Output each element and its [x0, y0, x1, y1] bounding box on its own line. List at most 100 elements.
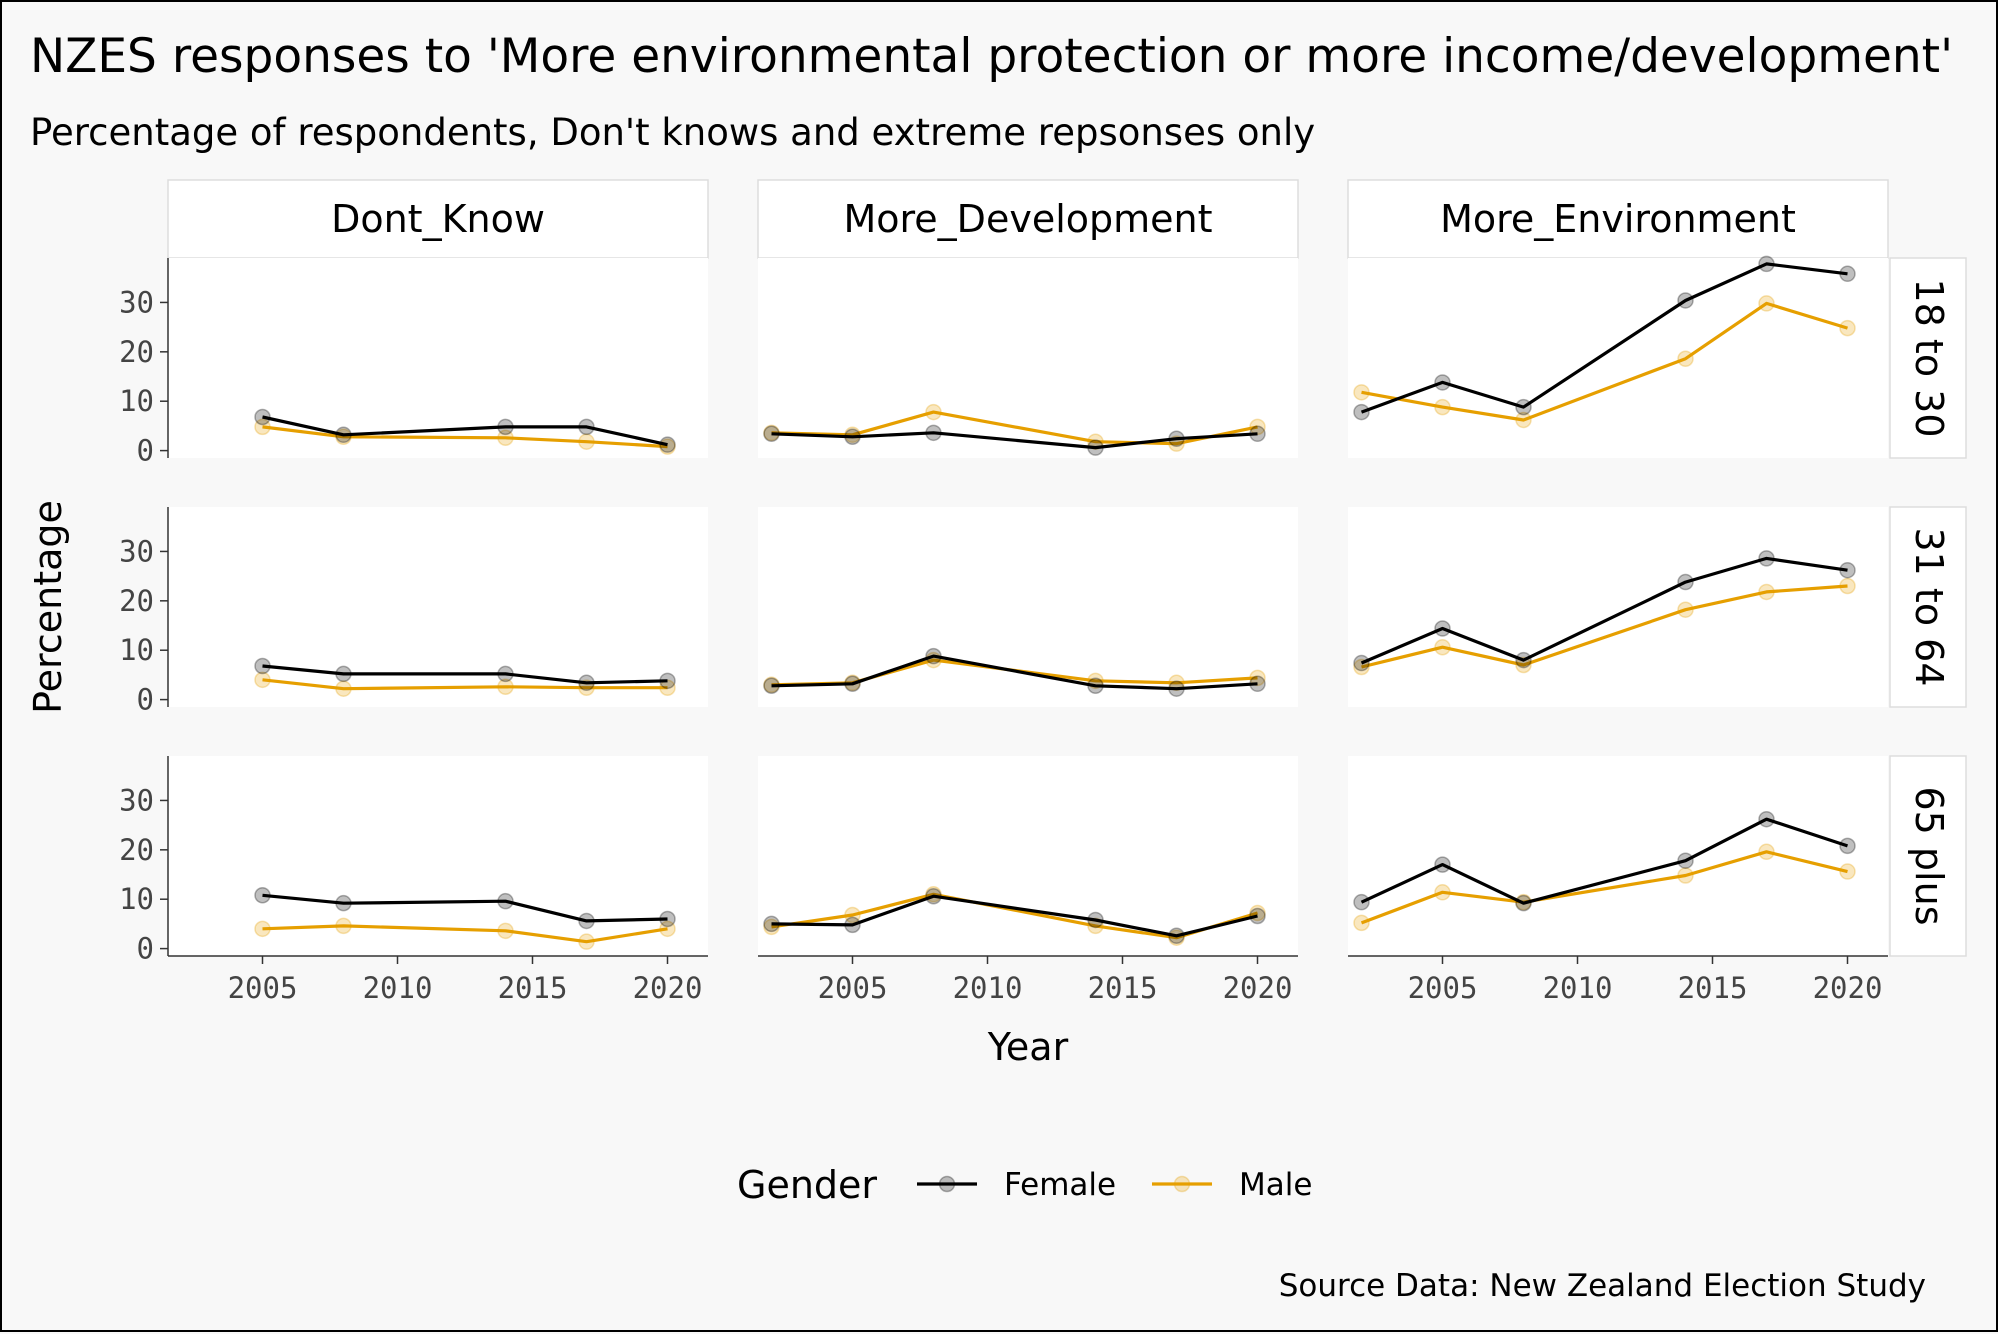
- facet-strip-column: [1347, 179, 1889, 259]
- data-point-male: [1677, 601, 1694, 618]
- legend-keys: Female Male: [917, 1167, 1312, 1203]
- data-point-female: [1677, 292, 1694, 309]
- data-point-female: [1168, 680, 1185, 697]
- data-point-male: [335, 680, 352, 697]
- data-point-female: [1515, 651, 1532, 669]
- data-point-male: [1353, 914, 1370, 932]
- legend-key-point-female: [938, 1175, 956, 1193]
- data-point-female: [844, 675, 861, 693]
- x-tick-label: 2005: [1408, 971, 1478, 1005]
- facet-strip-column: [167, 179, 709, 259]
- data-point-male: [497, 922, 514, 940]
- data-point-male: [254, 920, 271, 938]
- series-line-male: [262, 924, 668, 944]
- x-axis-label: Year: [987, 1025, 1069, 1069]
- y-tick-label: 10: [119, 882, 154, 916]
- legend: Gender Female Male: [737, 1163, 1312, 1207]
- data-point-female: [1353, 893, 1370, 911]
- data-point-female: [578, 418, 595, 436]
- data-point-male: [1168, 674, 1185, 692]
- data-point-female: [1839, 837, 1856, 855]
- chart-caption: Source Data: New Zealand Election Study: [1279, 1268, 1926, 1304]
- data-point-female: [1249, 675, 1266, 693]
- data-point-male: [1758, 583, 1775, 601]
- legend-title: Gender: [737, 1163, 877, 1207]
- x-tick-label: 2010: [953, 971, 1023, 1005]
- x-tick-label: 2020: [633, 971, 703, 1005]
- data-point-male: [1353, 384, 1370, 401]
- panel-background: [758, 756, 1298, 956]
- data-point-male: [254, 671, 271, 689]
- facet-strip-row-label: 18 to 30: [1907, 278, 1951, 437]
- x-tick-label: 2020: [1813, 971, 1883, 1005]
- data-point-female: [1353, 403, 1370, 421]
- panel-background: [1348, 756, 1888, 956]
- y-tick-label: 0: [137, 683, 154, 717]
- series-line-female: [262, 893, 668, 923]
- x-tick-label: 2015: [498, 971, 568, 1005]
- data-point-male: [578, 433, 595, 450]
- series-line-female: [771, 654, 1258, 691]
- series-line-male: [771, 410, 1258, 446]
- data-point-female: [925, 424, 942, 442]
- data-point-female: [1353, 654, 1370, 672]
- x-tick-label: 2005: [228, 971, 298, 1005]
- series-line-female: [771, 894, 1258, 938]
- y-tick-label: 20: [119, 335, 154, 369]
- chart-subtitle: Percentage of respondents, Don't knows a…: [30, 111, 1315, 154]
- facet-strip-row: [1889, 755, 1967, 957]
- data-point-male: [1839, 863, 1856, 880]
- y-tick-label: 10: [119, 384, 154, 418]
- facet-strip-row-label: 31 to 64: [1907, 527, 1951, 686]
- facet-strip-label: Dont_Know: [331, 197, 545, 241]
- panel-background: [758, 258, 1298, 458]
- data-point-female: [763, 677, 780, 695]
- data-point-male: [1515, 411, 1532, 429]
- data-point-female: [659, 436, 676, 453]
- data-point-female: [1839, 265, 1856, 283]
- facet-panels: Dont_Know More_Development More_Environmen…: [119, 179, 1967, 1005]
- y-tick-label: 30: [119, 285, 154, 319]
- x-tick-label: 2020: [1223, 971, 1293, 1005]
- facet-strip-label: More_Development: [843, 197, 1212, 241]
- data-point-female: [1677, 573, 1694, 591]
- data-point-male: [1758, 295, 1775, 312]
- data-point-female: [1087, 677, 1104, 695]
- y-tick-label: 0: [137, 932, 154, 966]
- data-point-male: [925, 403, 942, 421]
- data-point-male: [254, 418, 271, 436]
- series-line-male: [1360, 850, 1848, 925]
- facet-strip-row: [1889, 257, 1967, 459]
- panel-background: [168, 756, 708, 956]
- data-point-male: [1434, 884, 1451, 901]
- data-point-female: [1515, 398, 1532, 416]
- data-point-male: [497, 429, 514, 447]
- data-point-male: [844, 906, 861, 924]
- y-tick-label: 0: [137, 434, 154, 468]
- panel-background: [1348, 507, 1888, 707]
- data-point-female: [1839, 561, 1856, 579]
- data-point-male: [1515, 656, 1532, 674]
- legend-key-point-male: [1173, 1175, 1191, 1193]
- panel-background: [168, 258, 708, 458]
- data-point-male: [1839, 319, 1856, 337]
- data-point-female: [254, 408, 271, 426]
- series-line-female: [1360, 817, 1849, 905]
- series-line-male: [262, 678, 668, 691]
- data-point-male: [1434, 638, 1451, 656]
- data-point-female: [254, 887, 271, 904]
- data-point-female: [497, 418, 514, 436]
- data-point-male: [578, 933, 595, 950]
- y-tick-label: 20: [119, 584, 154, 618]
- data-point-female: [844, 916, 861, 934]
- facet-strip-row-label: 65 plus: [1907, 787, 1951, 926]
- x-tick-label: 2015: [1678, 971, 1748, 1005]
- x-tick-label: 2015: [1088, 971, 1158, 1005]
- y-tick-label: 20: [119, 833, 154, 867]
- panel-background: [1348, 258, 1888, 458]
- data-point-female: [1249, 425, 1266, 443]
- y-tick-label: 30: [119, 783, 154, 817]
- data-point-female: [1758, 255, 1775, 273]
